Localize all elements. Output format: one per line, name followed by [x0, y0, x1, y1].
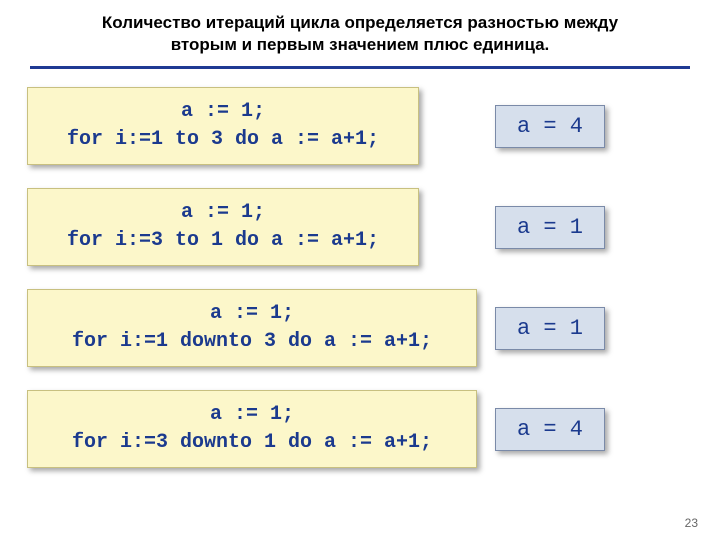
result-box-1: a = 4: [495, 105, 605, 148]
code-box-2: a := 1; for i:=3 to 1 do a := a+1;: [27, 188, 419, 266]
example-row-2: a := 1; for i:=3 to 1 do a := a+1; a = 1: [20, 188, 700, 266]
code-box-3: a := 1; for i:=1 downto 3 do a := a+1;: [27, 289, 477, 367]
result-box-4: a = 4: [495, 408, 605, 451]
result-box-2: a = 1: [495, 206, 605, 249]
example-row-4: a := 1; for i:=3 downto 1 do a := a+1; a…: [20, 390, 700, 468]
title-line2: вторым и первым значением плюс единица.: [20, 34, 700, 56]
example-row-3: a := 1; for i:=1 downto 3 do a := a+1; a…: [20, 289, 700, 367]
page-number: 23: [685, 516, 698, 530]
slide-title: Количество итераций цикла определяется р…: [20, 12, 700, 56]
title-line1: Количество итераций цикла определяется р…: [20, 12, 700, 34]
example-row-1: a := 1; for i:=1 to 3 do a := a+1; a = 4: [20, 87, 700, 165]
code-box-1: a := 1; for i:=1 to 3 do a := a+1;: [27, 87, 419, 165]
result-box-3: a = 1: [495, 307, 605, 350]
code-box-4: a := 1; for i:=3 downto 1 do a := a+1;: [27, 390, 477, 468]
title-divider: [30, 66, 690, 69]
